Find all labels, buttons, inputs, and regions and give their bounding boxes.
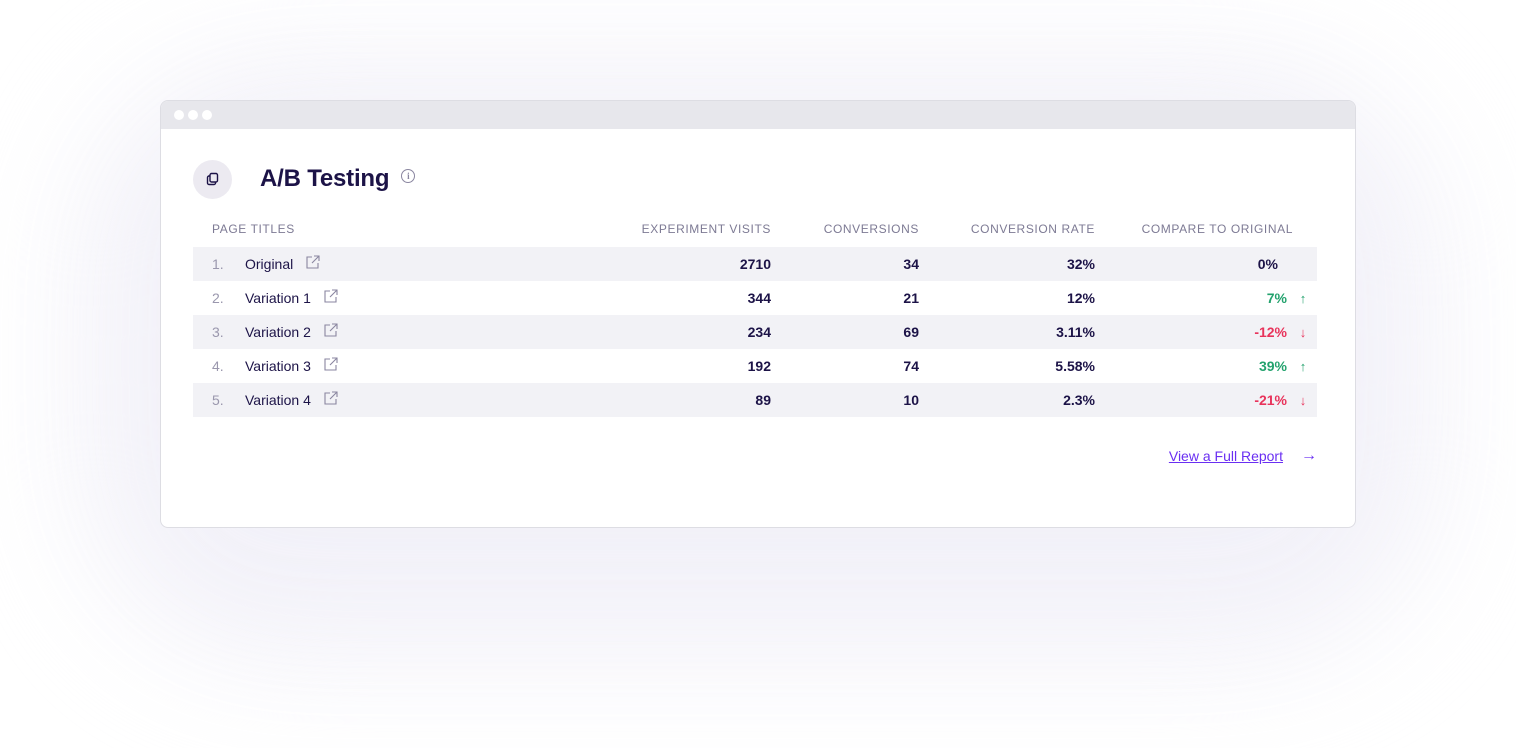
row-title-link[interactable]: Variation 3 bbox=[245, 358, 311, 374]
column-header-compare[interactable]: COMPARE TO ORIGINAL bbox=[1141, 222, 1293, 236]
table-row[interactable]: 1. Original 2710 34 32% 0% bbox=[193, 247, 1317, 281]
arrow-down-icon: ↓ bbox=[1299, 324, 1307, 340]
row-title-cell: 5. Variation 4 bbox=[193, 390, 563, 408]
visits-cell: 192 bbox=[747, 358, 771, 374]
visits-cell: 89 bbox=[755, 392, 771, 408]
row-index: 4. bbox=[212, 358, 224, 374]
compare-value: 0% bbox=[1257, 256, 1278, 272]
copy-icon bbox=[193, 159, 232, 199]
external-link-icon[interactable] bbox=[323, 288, 339, 304]
compare-value: -21% bbox=[1254, 392, 1287, 408]
conversions-cell: 10 bbox=[903, 392, 919, 408]
arrow-right-icon[interactable]: → bbox=[1301, 447, 1317, 464]
panel-footer: View a Full Report → bbox=[193, 447, 1317, 465]
table-row[interactable]: 2. Variation 1 344 21 12% 7% ↑ bbox=[193, 281, 1317, 315]
row-title-cell: 3. Variation 2 bbox=[193, 322, 563, 340]
row-title-cell: 2. Variation 1 bbox=[193, 288, 563, 306]
arrow-up-icon: ↑ bbox=[1299, 290, 1307, 306]
conversions-cell: 21 bbox=[903, 290, 919, 306]
row-index: 2. bbox=[212, 290, 224, 306]
row-title-link[interactable]: Original bbox=[245, 256, 294, 272]
compare-cell: -21% ↓ bbox=[1095, 392, 1309, 408]
compare-cell: 0% bbox=[1095, 256, 1309, 272]
external-link-icon[interactable] bbox=[323, 356, 339, 372]
rate-cell: 5.58% bbox=[1055, 358, 1095, 374]
row-title-cell: 1. Original bbox=[193, 254, 563, 272]
row-index: 5. bbox=[212, 392, 224, 408]
column-header-experiment-visits[interactable]: EXPERIMENT VISITS bbox=[641, 222, 771, 236]
window-dot-2[interactable] bbox=[188, 110, 198, 120]
column-header-conversions[interactable]: CONVERSIONS bbox=[823, 222, 919, 236]
app-window: A/B Testing i PAGE TITLES EXPERIMENT VIS… bbox=[160, 100, 1356, 528]
table-row[interactable]: 3. Variation 2 234 69 3.11% -12% ↓ bbox=[193, 315, 1317, 349]
compare-cell: 39% ↑ bbox=[1095, 358, 1309, 374]
table-row[interactable]: 4. Variation 3 192 74 5.58% 39% ↑ bbox=[193, 349, 1317, 383]
compare-cell: -12% ↓ bbox=[1095, 324, 1309, 340]
table-header: PAGE TITLES EXPERIMENT VISITS CONVERSION… bbox=[193, 217, 1317, 241]
external-link-icon[interactable] bbox=[323, 390, 339, 406]
row-index: 3. bbox=[212, 324, 224, 340]
visits-cell: 344 bbox=[747, 290, 771, 306]
panel-content: A/B Testing i PAGE TITLES EXPERIMENT VIS… bbox=[161, 129, 1355, 465]
row-title-link[interactable]: Variation 1 bbox=[245, 290, 311, 306]
visits-cell: 234 bbox=[747, 324, 771, 340]
external-link-icon[interactable] bbox=[305, 254, 321, 270]
table-body: 1. Original 2710 34 32% 0% 2. bbox=[193, 247, 1317, 417]
row-index: 1. bbox=[212, 256, 224, 272]
compare-cell: 7% ↑ bbox=[1095, 290, 1309, 306]
compare-value: 7% bbox=[1266, 290, 1287, 306]
page-title: A/B Testing bbox=[260, 165, 390, 192]
compare-value: 39% bbox=[1258, 358, 1287, 374]
rate-cell: 12% bbox=[1066, 290, 1095, 306]
row-title-link[interactable]: Variation 2 bbox=[245, 324, 311, 340]
conversions-cell: 34 bbox=[903, 256, 919, 272]
info-icon[interactable]: i bbox=[401, 169, 416, 183]
rate-cell: 3.11% bbox=[1056, 324, 1095, 340]
column-header-conversion-rate[interactable]: CONVERSION RATE bbox=[970, 222, 1095, 236]
view-full-report-link[interactable]: View a Full Report bbox=[1168, 448, 1283, 464]
arrow-up-icon: ↑ bbox=[1299, 358, 1307, 374]
visits-cell: 2710 bbox=[739, 256, 771, 272]
row-title-link[interactable]: Variation 4 bbox=[245, 392, 311, 408]
column-header-page-titles[interactable]: PAGE TITLES bbox=[212, 222, 295, 236]
panel-header: A/B Testing i bbox=[193, 159, 1317, 199]
row-title-cell: 4. Variation 3 bbox=[193, 356, 563, 374]
external-link-icon[interactable] bbox=[323, 322, 339, 338]
window-titlebar bbox=[161, 101, 1355, 129]
rate-cell: 2.3% bbox=[1063, 392, 1095, 408]
rate-cell: 32% bbox=[1066, 256, 1095, 272]
compare-value: -12% bbox=[1254, 324, 1287, 340]
window-dot-3[interactable] bbox=[202, 110, 212, 120]
conversions-cell: 69 bbox=[903, 324, 919, 340]
table-row[interactable]: 5. Variation 4 89 10 2.3% -21% ↓ bbox=[193, 383, 1317, 417]
arrow-down-icon: ↓ bbox=[1299, 392, 1307, 408]
conversions-cell: 74 bbox=[903, 358, 919, 374]
window-dot-1[interactable] bbox=[174, 110, 184, 120]
